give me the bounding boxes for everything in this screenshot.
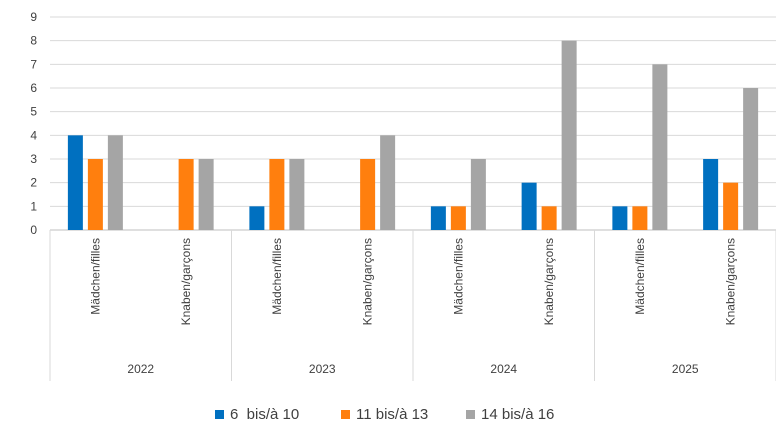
bar	[178, 159, 194, 230]
bar	[612, 206, 628, 230]
x-tick-label: Knaben/garçons	[724, 238, 738, 325]
bar	[107, 135, 123, 230]
x-axis: Mädchen/filles Knaben/garçons Mädchen/fill…	[49, 230, 776, 381]
bar	[521, 182, 537, 230]
y-tick-label: 6	[30, 81, 37, 95]
bar	[652, 64, 668, 230]
bar	[723, 182, 739, 230]
y-tick-label: 3	[30, 152, 37, 166]
legend-swatch	[341, 410, 350, 419]
y-tick-label: 8	[30, 34, 37, 48]
legend-swatch	[215, 410, 224, 419]
bar	[67, 135, 83, 230]
y-tick-label: 1	[30, 199, 37, 213]
bar	[380, 135, 396, 230]
bar	[360, 159, 376, 230]
x-tick-label: Mädchen/filles	[270, 238, 284, 315]
x-tick-label: Knaben/garçons	[361, 238, 375, 325]
bar	[561, 40, 577, 230]
group-label: 2023	[309, 362, 336, 376]
bar	[470, 159, 486, 230]
legend-label: 14 bis/à 16	[481, 406, 554, 423]
bar	[198, 159, 214, 230]
bar	[430, 206, 446, 230]
legend-label: 6 bis/à 10	[230, 406, 299, 423]
legend-swatch	[466, 410, 475, 419]
group-label: 2025	[672, 362, 699, 376]
x-tick-label: Mädchen/filles	[633, 238, 647, 315]
bar	[249, 206, 265, 230]
group-label: 2022	[127, 362, 154, 376]
y-tick-label: 4	[30, 128, 37, 142]
gridlines	[50, 16, 776, 231]
y-tick-label: 2	[30, 176, 37, 190]
x-tick-label: Mädchen/filles	[88, 238, 102, 315]
x-tick-label: Knaben/garçons	[542, 238, 556, 325]
legend: 6 bis/à 10 11 bis/à 13 14 bis/à 16	[215, 406, 554, 423]
bar	[289, 159, 305, 230]
y-tick-label: 9	[30, 10, 37, 24]
legend-label: 11 bis/à 13	[356, 406, 428, 423]
y-tick-label: 5	[30, 105, 37, 119]
bar	[450, 206, 466, 230]
bar	[541, 206, 557, 230]
bar	[87, 159, 103, 230]
bar	[632, 206, 648, 230]
y-axis: 0 1 2 3 4 5 6 7 8 9	[30, 10, 37, 237]
y-tick-label: 0	[30, 223, 37, 237]
bars	[67, 40, 759, 230]
x-tick-label: Knaben/garçons	[179, 238, 193, 325]
y-tick-label: 7	[30, 57, 37, 71]
x-tick-label: Mädchen/filles	[451, 238, 465, 315]
bar	[743, 88, 759, 230]
bar	[269, 159, 285, 230]
group-label: 2024	[490, 362, 517, 376]
bar	[703, 159, 719, 230]
